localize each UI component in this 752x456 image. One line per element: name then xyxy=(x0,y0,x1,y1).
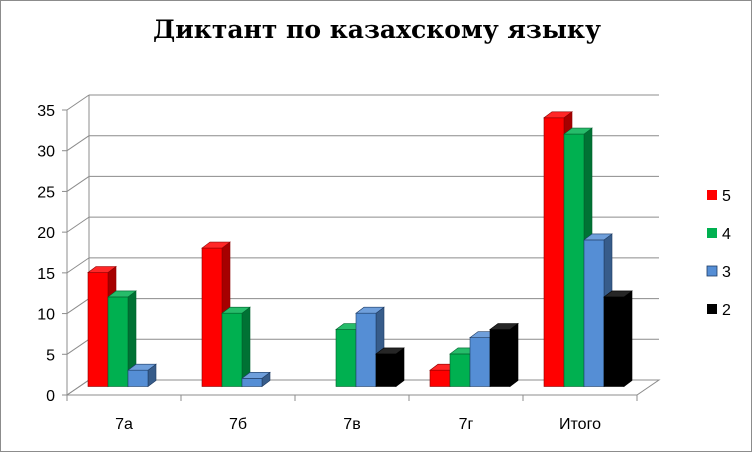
bar-2-7г xyxy=(489,322,519,388)
bar-front xyxy=(355,312,377,387)
side-gridline xyxy=(66,94,90,111)
side-gridline xyxy=(66,216,90,233)
bar-top xyxy=(241,372,271,379)
legend-swatch-4 xyxy=(707,228,717,238)
x-tick-label: 7г xyxy=(459,416,474,433)
bar-front xyxy=(449,353,471,387)
y-tick-label: 25 xyxy=(37,184,55,201)
legend-label-3: 3 xyxy=(722,264,731,281)
y-tick-label: 35 xyxy=(37,103,55,120)
side-gridline xyxy=(66,135,90,152)
x-tick-label: Итого xyxy=(559,416,601,433)
bar-top xyxy=(375,347,405,355)
x-tick-label: 7в xyxy=(343,416,360,433)
bar-top xyxy=(543,111,573,119)
bar-top xyxy=(127,363,157,371)
bar-front xyxy=(241,378,263,387)
x-tick-label: 7б xyxy=(229,416,247,433)
bar-top xyxy=(563,127,593,135)
bar-front xyxy=(221,312,243,387)
bar-side xyxy=(623,290,633,388)
bar-side xyxy=(509,322,519,388)
bar-top xyxy=(603,290,633,298)
y-tick-label: 10 xyxy=(37,307,55,324)
bar-3-7а xyxy=(127,363,157,388)
bar-side xyxy=(395,347,405,388)
bar-front xyxy=(603,296,625,387)
bar-2-7в xyxy=(375,347,405,388)
bar-front xyxy=(489,329,511,387)
bar-front xyxy=(375,353,397,387)
bar-front xyxy=(87,272,109,387)
side-gridline xyxy=(66,298,90,314)
bar-front xyxy=(543,117,565,387)
y-tick-label: 5 xyxy=(46,347,55,364)
bar-top xyxy=(201,241,231,249)
bar-front xyxy=(201,247,223,387)
bar-front xyxy=(563,133,585,387)
bar-4-7б xyxy=(221,306,251,388)
legend-swatch-5 xyxy=(707,190,717,200)
bar-4-7а xyxy=(107,290,137,388)
bar-front xyxy=(469,337,491,387)
bar-front xyxy=(429,369,451,387)
legend-label-5: 5 xyxy=(722,188,731,205)
y-tick-label: 0 xyxy=(46,388,55,405)
bar-top xyxy=(87,266,117,273)
bar-top xyxy=(355,306,385,314)
y-tick-label: 30 xyxy=(37,144,55,161)
bar-front xyxy=(127,369,149,387)
bar-front xyxy=(583,239,605,387)
side-gridline xyxy=(66,338,90,355)
y-tick-label: 20 xyxy=(37,225,55,242)
legend-label-2: 2 xyxy=(722,302,731,319)
bar-front xyxy=(107,296,129,387)
side-gridline xyxy=(66,379,90,396)
bar-top xyxy=(221,306,251,314)
side-gridline xyxy=(66,176,90,192)
legend-swatch-2 xyxy=(707,304,717,314)
bar-top xyxy=(489,323,519,330)
chart-title: Диктант по казахскому языку xyxy=(153,15,601,44)
bar-3-7б xyxy=(241,371,271,388)
x-tick-label: 7а xyxy=(115,416,133,433)
bar-front xyxy=(335,329,357,387)
bar-top xyxy=(583,233,613,241)
bar-2-Итого xyxy=(603,290,633,388)
side-gridline xyxy=(66,257,90,274)
legend-swatch-3 xyxy=(706,265,718,277)
bar-top xyxy=(107,290,137,298)
y-tick-label: 15 xyxy=(37,266,55,283)
legend-label-4: 4 xyxy=(722,226,731,243)
